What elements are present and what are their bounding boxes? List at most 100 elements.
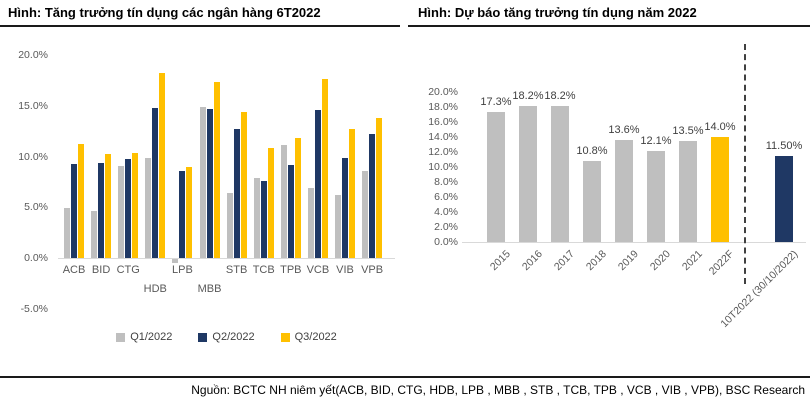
y-axis-tick-label: 8.0% [434,176,458,188]
bar-2022f [711,137,729,242]
legend-item-q2-2022: Q2/2022 [198,331,255,343]
bar-tcb-q3-2022 [267,148,274,258]
y-axis-tick-label: 18.0% [428,101,458,113]
bar-mbb-q3-2022 [213,82,220,258]
x-axis-category-label-mbb: MBB [197,283,222,295]
data-label-2016: 18.2% [512,89,544,102]
bar-lpb-q1-2022 [172,259,179,264]
y-axis-tick-label: 0.0% [434,236,458,248]
legend-swatch-q3-2022 [280,332,290,342]
right-credit-growth-forecast-chart: 20.0% 18.0% 16.0% 14.0% 12.0% 10.0% 8.0% 6.0% 4.… [408,30,810,375]
bar-tcb-q2-2022 [260,180,267,258]
left-chart-title: Hình: Tăng trưởng tín dụng các ngân hàng… [8,5,321,20]
bar-vib-q2-2022 [342,157,348,258]
x-axis-category-label-tcb: TCB [252,264,275,276]
bar-vib-q3-2022 [349,129,355,258]
y-axis-tick-label: 14.0% [428,131,458,143]
bar-vpb-q1-2022 [362,170,369,258]
x-axis-category-label-lpb: LPB [171,264,193,276]
data-label-2019: 13.6% [608,124,640,136]
legend-swatch-q2-2022 [198,332,208,342]
x-axis-category-label-bid: BID [91,264,111,276]
bar-stb-q2-2022 [233,129,240,258]
bar-vcb-q3-2022 [321,79,328,258]
footer-divider [0,376,810,378]
x-axis-category-label-2021: 2021 [679,248,705,274]
data-label-2018: 10.8% [576,145,608,157]
right-chart-header: Hình: Dự báo tăng trưởng tín dụng năm 20… [408,0,810,27]
y-axis-tick-label: 10.0% [18,150,48,163]
bar-2017 [551,105,569,242]
bar-tcb-q1-2022 [253,177,260,258]
x-axis-category-label-vcb: VCB [306,264,330,276]
legend-item-q3-2022: Q3/2022 [280,331,337,343]
bar-hdb-q1-2022 [145,157,152,258]
legend-label-q2-2022: Q2/2022 [212,331,255,343]
y-axis-tick-label: 5.0% [24,201,48,214]
bar-mbb-q1-2022 [199,106,206,258]
x-axis-category-label-2015: 2015 [487,248,513,274]
x-axis-category-label-2018: 2018 [583,248,609,274]
bar-lpb-q2-2022 [179,170,186,258]
legend-label-q1-2022: Q1/2022 [130,331,173,343]
bar-tpb-q3-2022 [294,138,301,258]
y-axis-tick-label: 6.0% [434,191,458,203]
x-axis-category-label-2019: 2019 [615,248,641,274]
y-axis-tick-label: 20.0% [18,49,48,61]
data-label-2015: 17.3% [480,96,512,109]
bar-vcb-q1-2022 [307,187,314,258]
x-axis-category-label-ctg: CTG [116,264,140,276]
bar-hdb-q3-2022 [159,73,166,258]
y-axis-tick-label: 16.0% [428,116,458,128]
x-axis-category-label-2016: 2016 [519,248,545,274]
x-axis-category-label-2017: 2017 [551,248,577,274]
legend-label-q3-2022: Q3/2022 [294,331,337,343]
bar-2018 [583,161,601,242]
x-axis-category-label-stb: STB [225,264,248,276]
left-bank-credit-growth-chart: 20.0% 15.0% 10.0% 5.0% 0.0% -5.0% ACB BID CTG HDB… [0,30,400,375]
bar-bid-q1-2022 [91,211,98,258]
source-note: Nguồn: BCTC NH niêm yết(ACB, BID, CTG, H… [191,383,805,397]
bar-ctg-q2-2022 [125,158,132,258]
x-axis-category-label-hdb: HDB [143,283,167,295]
left-chart-header: Hình: Tăng trưởng tín dụng các ngân hàng… [0,0,400,27]
bar-10t2022-30-10-2022 [775,155,793,242]
bar-2016 [519,105,537,242]
x-axis-category-label-2020: 2020 [647,248,673,274]
y-axis-tick-label: 20.0% [428,86,458,98]
bar-bid-q3-2022 [105,154,112,258]
bar-ctg-q3-2022 [132,153,139,258]
x-axis-line [462,242,806,243]
right-chart-title: Hình: Dự báo tăng trưởng tín dụng năm 20… [418,5,697,20]
bar-acb-q2-2022 [71,163,77,258]
x-axis-category-label-tpb: TPB [280,264,302,276]
data-label-2020: 12.1% [640,135,672,148]
data-label-10t2022-30-10-2022: 11.50% [765,139,803,152]
bar-tpb-q1-2022 [280,145,287,258]
bar-2019 [615,140,633,242]
y-axis-tick-label: 4.0% [434,206,458,218]
y-axis-tick-label: 0.0% [24,252,48,264]
y-axis-tick-label: 10.0% [428,161,458,173]
bar-stb-q1-2022 [226,193,233,258]
bar-acb-q3-2022 [78,144,84,258]
y-axis-tick-label: -5.0% [20,302,48,315]
x-axis-category-label-vib: VIB [336,264,354,276]
bar-hdb-q2-2022 [152,107,159,258]
bar-bid-q2-2022 [98,162,105,258]
bar-ctg-q1-2022 [118,165,125,258]
bar-2020 [647,151,665,242]
bar-vpb-q3-2022 [376,117,383,258]
legend-swatch-q1-2022 [116,332,126,342]
bar-vpb-q2-2022 [369,134,376,258]
x-axis-category-label-2022f: 2022F [706,248,737,278]
chart-legend: Q1/2022 Q2/2022 Q3/2022 [58,331,395,343]
x-axis-line [58,258,395,259]
bar-vcb-q2-2022 [314,109,321,258]
bar-vib-q1-2022 [335,195,341,258]
legend-item-q1-2022: Q1/2022 [116,331,172,343]
bar-stb-q3-2022 [240,111,247,258]
x-axis-category-label-vpb: VPB [361,264,384,276]
bar-mbb-q2-2022 [206,108,213,258]
